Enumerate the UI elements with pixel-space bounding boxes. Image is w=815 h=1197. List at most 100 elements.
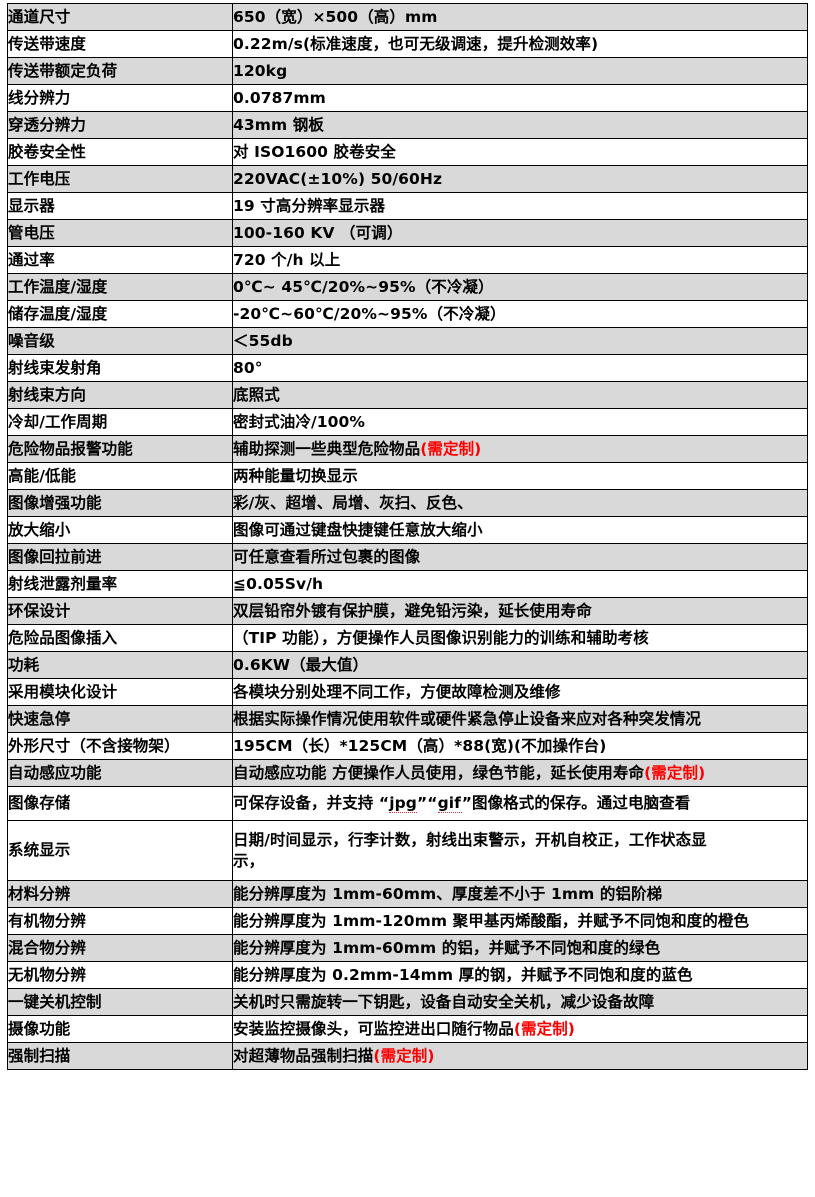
spec-label-cell: 一键关机控制: [7, 988, 233, 1016]
spec-row: 危险物品报警功能 辅助探测一些典型危险物品(需定制): [7, 435, 808, 463]
spec-value-cell: ≦0.05Sv/h: [232, 570, 808, 598]
spec-row: 混合物分辨 能分辨厚度为 1mm-60mm 的铝，并赋予不同饱和度的绿色: [7, 934, 808, 962]
spec-row: 线分辨力 0.0787mm: [7, 84, 808, 112]
spec-label-cell: 工作温度/湿度: [7, 273, 233, 301]
spec-value-cell: 能分辨厚度为 1mm-60mm 的铝，并赋予不同饱和度的绿色: [232, 934, 808, 962]
spec-label-cell: 噪音级: [7, 327, 233, 355]
spec-row: 有机物分辨 能分辨厚度为 1mm-120mm 聚甲基丙烯酸酯，并赋予不同饱和度的橙…: [7, 907, 808, 935]
spec-label-cell: 图像存储: [7, 786, 233, 821]
spec-value-cell: 能分辨厚度为 0.2mm-14mm 厚的钢，并赋予不同饱和度的蓝色: [232, 961, 808, 989]
spec-value-cell: 日期/时间显示，行李计数，射线出束警示，开机自校正，工作状态显 示，: [232, 820, 808, 881]
spec-value-text: 关机时只需旋转一下钥匙，设备自动安全关机，减少设备故障: [233, 992, 655, 1011]
spec-row: 无机物分辨 能分辨厚度为 0.2mm-14mm 厚的钢，并赋予不同饱和度的蓝色: [7, 961, 808, 989]
spec-value-cell: 能分辨厚度为 1mm-60mm、厚度差不小于 1mm 的铝阶梯: [232, 880, 808, 908]
spec-value-text: ”“: [417, 794, 438, 813]
spec-value-text: 能分辨厚度为 1mm-60mm、厚度差不小于 1mm 的铝阶梯: [233, 884, 663, 903]
spec-label-cell: 高能/低能: [7, 462, 233, 490]
spec-value-text: 根据实际操作情况使用软件或硬件紧急停止设备来应对各种突发情况: [233, 709, 702, 728]
customization-note: (需定制): [373, 1046, 435, 1065]
spec-value-cell: 各模块分别处理不同工作，方便故障检测及维修: [232, 678, 808, 706]
spec-label-cell: 危险物品报警功能: [7, 435, 233, 463]
spec-label-cell: 外形尺寸（不含接物架）: [7, 732, 233, 760]
spec-value-text: 0.22m/s(标准速度，也可无级调速，提升检测效率): [233, 34, 599, 53]
spec-label-cell: 环保设计: [7, 597, 233, 625]
spec-label-cell: 危险品图像插入: [7, 624, 233, 652]
spec-row: 显示器 19 寸高分辨率显示器: [7, 192, 808, 220]
spec-row: 冷却/工作周期 密封式油冷/100%: [7, 408, 808, 436]
spec-row: 摄像功能 安装监控摄像头，可监控进出口随行物品(需定制): [7, 1015, 808, 1043]
spec-label-cell: 线分辨力: [7, 84, 233, 112]
specification-table: 通道尺寸 650（宽）×500（高）mm 传送带速度 0.22m/s(标准速度，也可无…: [7, 3, 808, 1070]
spec-value-cell: 关机时只需旋转一下钥匙，设备自动安全关机，减少设备故障: [232, 988, 808, 1016]
spec-value-text: 两种能量切换显示: [233, 466, 358, 485]
spec-row: 功耗 0.6KW（最大值）: [7, 651, 808, 679]
spec-value-text: 辅助探测一些典型危险物品: [233, 439, 421, 458]
spec-row: 工作温度/湿度 0℃~ 45℃/20%~95%（不冷凝）: [7, 273, 808, 301]
spec-value-cell: 19 寸高分辨率显示器: [232, 192, 808, 220]
spec-label-cell: 储存温度/湿度: [7, 300, 233, 328]
spec-value-cell: 0.22m/s(标准速度，也可无级调速，提升检测效率): [232, 30, 808, 58]
spec-row: 一键关机控制 关机时只需旋转一下钥匙，设备自动安全关机，减少设备故障: [7, 988, 808, 1016]
spec-value-cell: 720 个/h 以上: [232, 246, 808, 274]
spec-value-cell: 对超薄物品强制扫描(需定制): [232, 1042, 808, 1070]
spec-label-cell: 胶卷安全性: [7, 138, 233, 166]
specification-table-body: 通道尺寸 650（宽）×500（高）mm 传送带速度 0.22m/s(标准速度，也可无…: [7, 3, 808, 1070]
spec-value-text: 80°: [233, 358, 263, 377]
spellcheck-marked-text: jpg: [389, 794, 417, 814]
spec-row: 射线泄露剂量率 ≦0.05Sv/h: [7, 570, 808, 598]
spec-value-cell: 80°: [232, 354, 808, 382]
spec-value-text: 图像可通过键盘快捷键任意放大缩小: [233, 520, 483, 539]
spec-value-cell: 图像可通过键盘快捷键任意放大缩小: [232, 516, 808, 544]
spec-row: 环保设计 双层铅帘外镀有保护膜，避免铅污染，延长使用寿命: [7, 597, 808, 625]
spec-label-cell: 强制扫描: [7, 1042, 233, 1070]
spec-row: 外形尺寸（不含接物架） 195CM（长）*125CM（高）*88(宽)(不加操作台…: [7, 732, 808, 760]
spec-value-cell: 可保存设备，并支持 “jpg”“gif”图像格式的保存。通过电脑查看: [232, 786, 808, 821]
spec-value-cell: 43mm 钢板: [232, 111, 808, 139]
spec-label-cell: 冷却/工作周期: [7, 408, 233, 436]
spec-row: 强制扫描 对超薄物品强制扫描(需定制): [7, 1042, 808, 1070]
spec-label-cell: 无机物分辨: [7, 961, 233, 989]
spec-row: 材料分辨 能分辨厚度为 1mm-60mm、厚度差不小于 1mm 的铝阶梯: [7, 880, 808, 908]
customization-note: (需定制): [420, 439, 482, 458]
spec-value-text: 720 个/h 以上: [233, 250, 341, 269]
spec-row: 图像回拉前进 可任意查看所过包裹的图像: [7, 543, 808, 571]
specification-sheet: 通道尺寸 650（宽）×500（高）mm 传送带速度 0.22m/s(标准速度，也可无…: [7, 3, 808, 1070]
spec-value-cell: 彩/灰、超增、局增、灰扫、反色、: [232, 489, 808, 517]
spec-label-cell: 工作电压: [7, 165, 233, 193]
customization-note: (需定制): [513, 1019, 575, 1038]
spec-value-text: 195CM（长）*125CM（高）*88(宽)(不加操作台): [233, 736, 607, 755]
spec-value-cell: 0.6KW（最大值）: [232, 651, 808, 679]
spec-value-text: 100-160 KV （可调）: [233, 223, 403, 242]
spec-row: 自动感应功能 自动感应功能 方便操作人员使用，绿色节能，延长使用寿命(需定制): [7, 759, 808, 787]
spec-value-text: 彩/灰、超增、局增、灰扫、反色、: [233, 493, 473, 512]
spec-value-text: 可保存设备，并支持 “: [233, 794, 390, 813]
spec-row: 图像存储 可保存设备，并支持 “jpg”“gif”图像格式的保存。通过电脑查看: [7, 786, 808, 821]
spec-label-cell: 通过率: [7, 246, 233, 274]
spec-label-cell: 通道尺寸: [7, 3, 233, 31]
spec-value-cell: 195CM（长）*125CM（高）*88(宽)(不加操作台): [232, 732, 808, 760]
spec-row: 工作电压 220VAC(±10%) 50/60Hz: [7, 165, 808, 193]
spec-value-cell: 100-160 KV （可调）: [232, 219, 808, 247]
spec-label-cell: 自动感应功能: [7, 759, 233, 787]
spec-label-cell: 放大缩小: [7, 516, 233, 544]
spec-label-cell: 射线束方向: [7, 381, 233, 409]
spec-value-text: 能分辨厚度为 1mm-120mm 聚甲基丙烯酸酯，并赋予不同饱和度的橙色: [233, 911, 750, 930]
spec-value-cell: 120kg: [232, 57, 808, 85]
spec-label-cell: 射线泄露剂量率: [7, 570, 233, 598]
spec-row: 高能/低能 两种能量切换显示: [7, 462, 808, 490]
spec-label-cell: 图像回拉前进: [7, 543, 233, 571]
spec-label-cell: 有机物分辨: [7, 907, 233, 935]
spec-row: 通过率 720 个/h 以上: [7, 246, 808, 274]
spec-value-cell: 根据实际操作情况使用软件或硬件紧急停止设备来应对各种突发情况: [232, 705, 808, 733]
spec-label-cell: 快速急停: [7, 705, 233, 733]
spec-row: 管电压 100-160 KV （可调）: [7, 219, 808, 247]
spec-label-cell: 传送带额定负荷: [7, 57, 233, 85]
spec-row: 穿透分辨力 43mm 钢板: [7, 111, 808, 139]
spec-value-text: 安装监控摄像头，可监控进出口随行物品: [233, 1019, 514, 1038]
spec-value-text: （TIP 功能），方便操作人员图像识别能力的训练和辅助考核: [233, 628, 649, 647]
spec-value-cell: 两种能量切换显示: [232, 462, 808, 490]
spec-label-cell: 材料分辨: [7, 880, 233, 908]
spec-value-text: -20℃~60℃/20%~95%（不冷凝）: [233, 304, 506, 323]
spec-value-cell: 220VAC(±10%) 50/60Hz: [232, 165, 808, 193]
spec-value-cell: 能分辨厚度为 1mm-120mm 聚甲基丙烯酸酯，并赋予不同饱和度的橙色: [232, 907, 808, 935]
